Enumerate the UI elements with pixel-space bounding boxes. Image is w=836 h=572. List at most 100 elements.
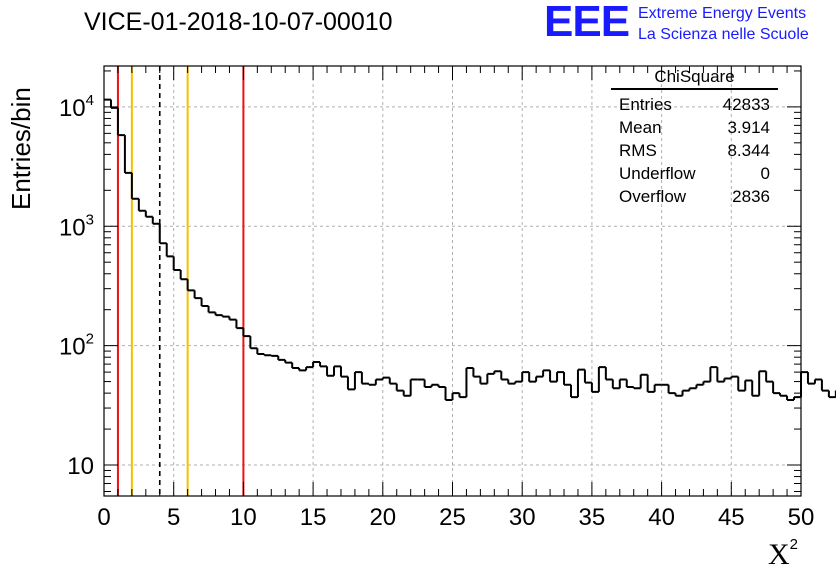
- grid-lines: [104, 66, 801, 496]
- histogram-bin: [437, 384, 446, 389]
- histogram-bin: [353, 371, 362, 390]
- histogram-bin: [263, 354, 272, 357]
- histogram-bin: [305, 366, 314, 371]
- histogram-bin: [514, 380, 523, 384]
- histogram-bin: [360, 372, 369, 385]
- histogram-bin: [242, 328, 251, 338]
- histogram-bin: [116, 107, 125, 137]
- x-tick-label: 50: [788, 504, 815, 531]
- histogram-bin: [604, 367, 613, 381]
- histogram-bin: [535, 375, 544, 382]
- stats-row: Overflow 2836: [611, 185, 778, 208]
- histogram-bin: [137, 198, 146, 212]
- histogram-bin: [569, 384, 578, 399]
- stats-row: RMS 8.344: [611, 139, 778, 162]
- histogram-bin: [221, 315, 230, 318]
- histogram-bin: [688, 387, 697, 391]
- histogram-bin: [632, 387, 641, 390]
- histogram-bin: [130, 172, 139, 200]
- stats-label: Overflow: [619, 187, 687, 206]
- x-tick-label: 30: [509, 504, 536, 531]
- histogram-bin: [465, 366, 474, 398]
- y-tick-label: 103: [59, 211, 94, 241]
- histogram-bin: [772, 381, 781, 395]
- histogram-bin: [333, 365, 341, 376]
- histogram-bin: [200, 298, 209, 307]
- histogram-bin: [144, 210, 153, 218]
- histogram-bin: [479, 376, 488, 385]
- histogram-bin: [758, 370, 767, 396]
- histogram-bin: [709, 366, 718, 382]
- stats-label: Entries: [619, 95, 672, 114]
- x-tick-label: 5: [167, 504, 180, 531]
- histogram-bin: [458, 393, 467, 399]
- histogram-bin: [521, 371, 530, 382]
- histogram-bin: [388, 377, 397, 385]
- histogram-bin: [277, 355, 286, 361]
- histogram-bin: [179, 270, 188, 281]
- x-tick-label: 40: [648, 504, 675, 531]
- histogram-bin: [590, 382, 599, 393]
- stats-box: ChiSquare Entries 42833 Mean 3.914 RMS 8.34…: [611, 66, 778, 208]
- x-axis-label: X2: [768, 536, 798, 572]
- y-axis-label: Entries/bin: [6, 87, 36, 210]
- histogram: [104, 98, 836, 402]
- histogram-bin: [563, 372, 571, 386]
- histogram-bin: [374, 378, 383, 385]
- histogram-bin: [235, 319, 244, 330]
- histogram-bin: [820, 379, 829, 392]
- histogram-bin: [151, 216, 160, 225]
- stats-label: RMS: [619, 141, 657, 160]
- stats-value: 2836: [732, 187, 770, 206]
- histogram-bin: [723, 377, 732, 382]
- eee-logo: EEE Extreme Energy Events La Scienza nel…: [540, 0, 836, 46]
- histogram-bin: [813, 378, 822, 384]
- histogram-bin: [695, 383, 704, 389]
- histogram-bin: [583, 369, 592, 384]
- histogram-bin: [158, 223, 167, 245]
- histogram-bin: [319, 361, 328, 368]
- stats-value: 8.344: [727, 141, 770, 160]
- histogram-bin: [618, 378, 627, 389]
- x-tick-label: 35: [579, 504, 606, 531]
- histogram-bin: [702, 380, 711, 385]
- histogram-bin: [681, 389, 690, 396]
- histogram-bin: [207, 305, 216, 314]
- histogram-bin: [346, 376, 355, 391]
- x-axis-label-exponent: 2: [789, 536, 799, 553]
- histogram-bin: [800, 371, 808, 398]
- x-tick-label: 0: [97, 504, 110, 531]
- histogram-bin: [597, 366, 606, 392]
- histogram-bin: [549, 370, 558, 383]
- histogram-bin: [409, 378, 418, 396]
- histogram-bin: [625, 379, 634, 389]
- stats-value: 3.914: [727, 118, 770, 137]
- threshold-lines: [116, 66, 245, 496]
- histogram-bin: [123, 135, 132, 174]
- histogram-bin: [444, 387, 453, 402]
- histogram-bin: [172, 256, 181, 272]
- histogram-bin: [576, 368, 585, 398]
- y-tick-label: 10: [67, 453, 94, 480]
- histogram-bin: [256, 348, 265, 356]
- stats-value: 42833: [722, 95, 770, 114]
- histogram-bin: [507, 379, 516, 385]
- histogram-bin: [737, 376, 746, 392]
- histogram-bin: [423, 379, 432, 389]
- histogram-bin: [326, 366, 335, 377]
- logo-line-1: Extreme Energy Events: [638, 5, 807, 22]
- histogram-bin: [751, 380, 760, 397]
- histogram-bin: [765, 371, 774, 383]
- histogram-bin: [451, 392, 460, 401]
- stats-row: Mean 3.914: [611, 116, 778, 139]
- histogram-bin: [402, 390, 411, 397]
- logo-line-2: La Scienza nelle Scuole: [638, 26, 809, 43]
- histogram-bin: [367, 383, 376, 386]
- histogram-bin: [667, 384, 676, 395]
- histogram-bin: [542, 369, 551, 377]
- histogram-bin: [312, 360, 321, 368]
- histogram-bin: [500, 371, 509, 381]
- stats-label: Mean: [619, 118, 662, 137]
- histogram-bin: [646, 374, 655, 393]
- x-tick-label: 25: [439, 504, 466, 531]
